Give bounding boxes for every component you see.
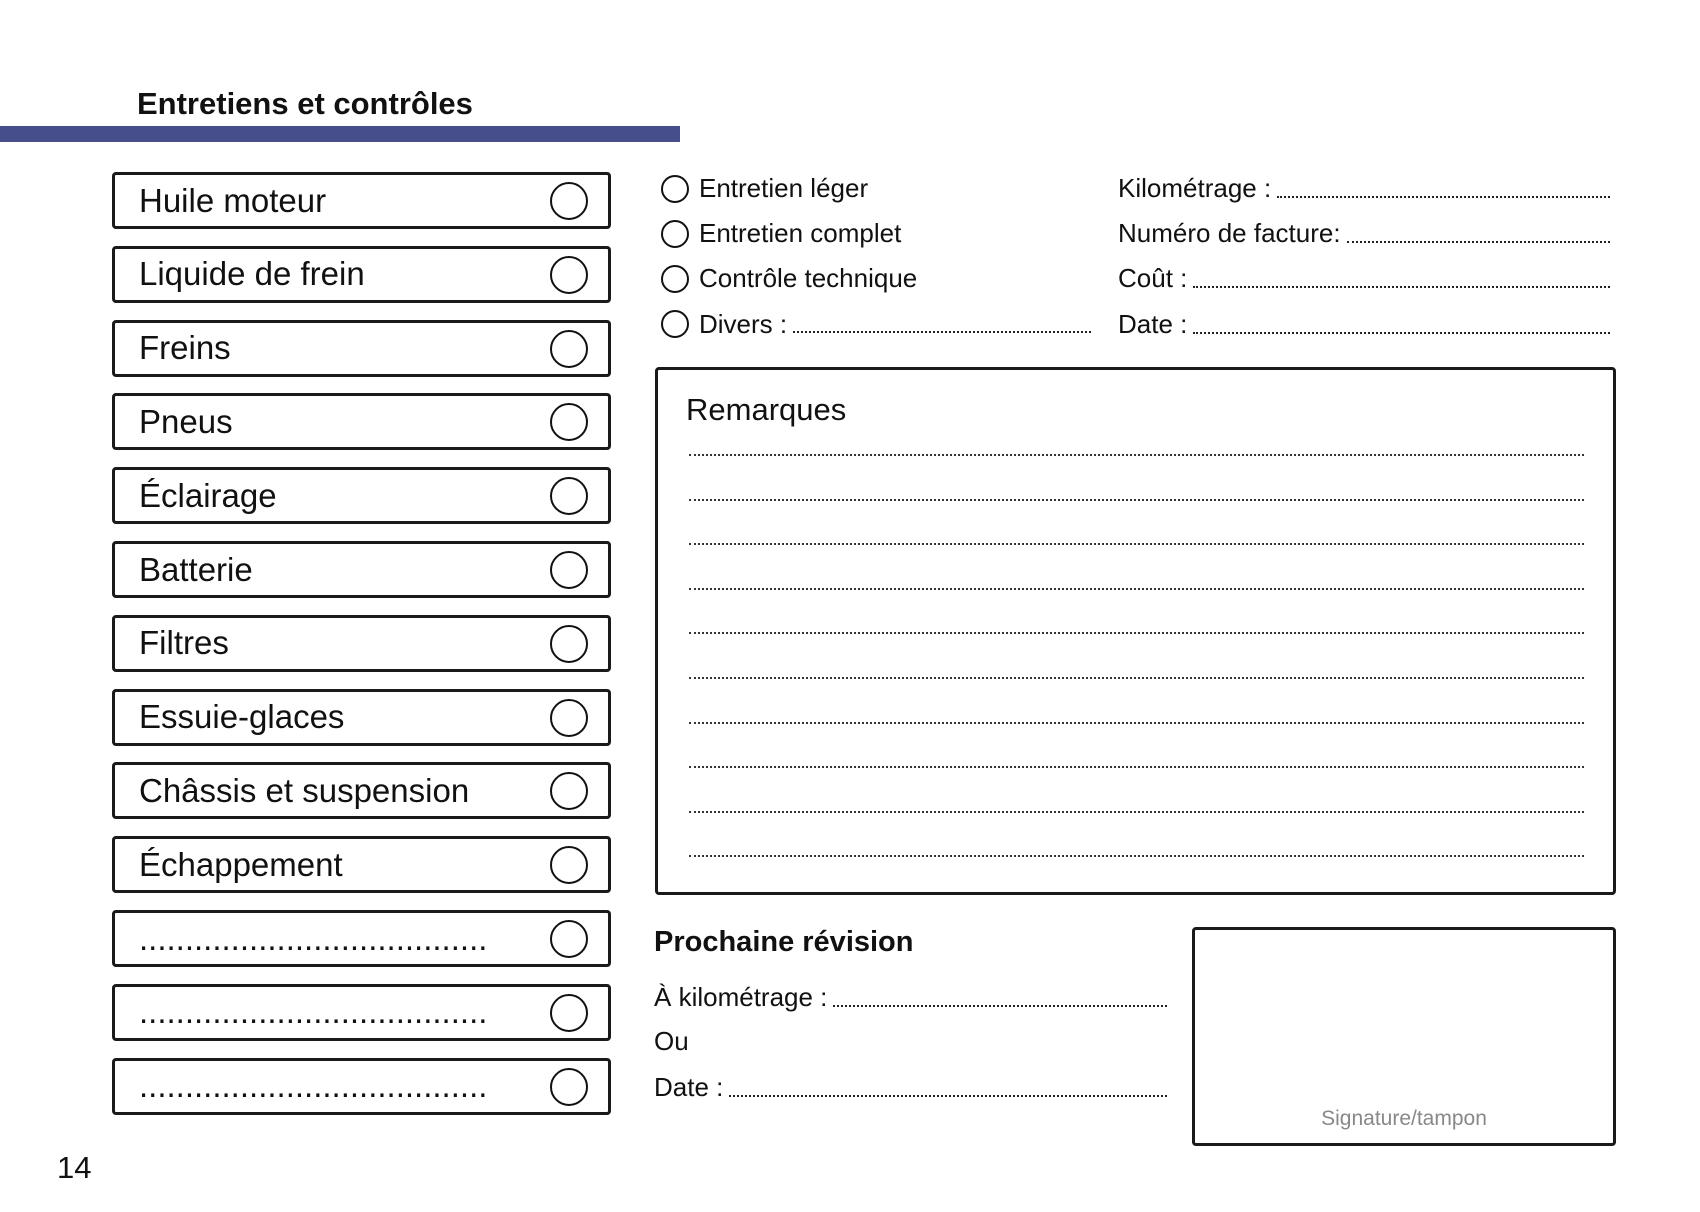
- checkbox-circle[interactable]: [550, 551, 588, 589]
- remarks-box[interactable]: Remarques: [655, 367, 1616, 895]
- remarks-line[interactable]: [689, 810, 1584, 813]
- checkbox-circle[interactable]: [550, 624, 588, 663]
- field-line[interactable]: [1277, 196, 1610, 198]
- service-field[interactable]: Coût :: [1118, 263, 1610, 295]
- checklist-item-label: Liquide de frein: [139, 255, 365, 293]
- next-km-line[interactable]: [833, 1005, 1167, 1007]
- field-label: Numéro de facture:: [1118, 218, 1341, 249]
- next-date-label: Date :: [654, 1072, 724, 1102]
- remarks-line[interactable]: [689, 855, 1584, 858]
- checklist-item-label: ......................................: [139, 919, 488, 957]
- checkbox-circle[interactable]: [550, 477, 588, 516]
- next-revision-title: Prochaine révision: [654, 926, 914, 958]
- page-number: 14: [57, 1150, 92, 1185]
- option-label: Entretien léger: [699, 173, 869, 203]
- remarks-line[interactable]: [689, 632, 1584, 635]
- next-or-label: Ou: [654, 1026, 689, 1056]
- checkbox-circle[interactable]: [550, 1067, 588, 1106]
- checklist-item-label: Freins: [139, 329, 231, 367]
- remarks-line[interactable]: [689, 766, 1584, 769]
- option-label: Contrôle technique: [699, 263, 918, 294]
- radio-circle[interactable]: [661, 174, 689, 203]
- signature-box[interactable]: Signature/tampon: [1192, 927, 1616, 1146]
- field-line[interactable]: [1193, 331, 1610, 334]
- field-line[interactable]: [1193, 286, 1610, 289]
- option-label: Divers :: [699, 308, 788, 339]
- checkbox-circle[interactable]: [550, 182, 588, 220]
- next-km-field[interactable]: À kilométrage :: [654, 982, 1167, 1014]
- remarks-line[interactable]: [689, 677, 1584, 679]
- checklist-item-label: ......................................: [139, 1067, 488, 1105]
- next-date-line[interactable]: [729, 1095, 1167, 1097]
- checkbox-circle[interactable]: [550, 698, 588, 737]
- checklist-item[interactable]: ......................................: [112, 1057, 611, 1115]
- divers-line[interactable]: [793, 330, 1091, 333]
- checklist-item[interactable]: Pneus: [112, 393, 611, 451]
- service-field[interactable]: Numéro de facture:: [1118, 218, 1610, 250]
- checklist-item[interactable]: Filtres: [112, 614, 611, 672]
- remarks-line[interactable]: [689, 498, 1584, 501]
- radio-circle[interactable]: [661, 264, 689, 293]
- checkbox-circle[interactable]: [550, 255, 588, 294]
- remarks-title: Remarques: [686, 392, 847, 427]
- checkbox-circle[interactable]: [550, 920, 588, 958]
- checklist-item[interactable]: ......................................: [112, 983, 611, 1041]
- field-label: Kilométrage :: [1118, 173, 1272, 203]
- radio-circle[interactable]: [661, 219, 689, 248]
- checklist-item-label: Échappement: [139, 845, 343, 883]
- checklist-item-label: Pneus: [139, 402, 233, 440]
- checklist-item[interactable]: Châssis et suspension: [112, 762, 611, 820]
- checkbox-circle[interactable]: [550, 403, 588, 442]
- checklist-item-label: Essuie-glaces: [139, 698, 345, 736]
- remarks-line[interactable]: [689, 543, 1584, 546]
- field-line[interactable]: [1346, 241, 1610, 244]
- checklist-item-label: Filtres: [139, 624, 229, 662]
- checklist-item-label: ......................................: [139, 993, 488, 1031]
- checklist-item[interactable]: Freins: [112, 319, 611, 377]
- service-type-option[interactable]: Entretien léger: [661, 173, 868, 204]
- checklist-item[interactable]: ......................................: [112, 910, 611, 967]
- checklist-item-label: Châssis et suspension: [139, 771, 470, 809]
- service-field[interactable]: Kilométrage :: [1118, 173, 1610, 205]
- service-type-option[interactable]: Entretien complet: [661, 218, 901, 249]
- checklist-item-label: Éclairage: [139, 476, 277, 514]
- service-type-option[interactable]: Divers :: [661, 309, 1091, 340]
- next-km-label: À kilométrage :: [654, 982, 828, 1012]
- checkbox-circle[interactable]: [550, 993, 588, 1032]
- checklist-item-label: Batterie: [139, 550, 253, 588]
- checklist-item[interactable]: Liquide de frein: [112, 245, 611, 303]
- signature-label: Signature/tampon: [1321, 1107, 1487, 1130]
- checklist-item[interactable]: Éclairage: [112, 467, 611, 525]
- checkbox-circle[interactable]: [550, 772, 588, 811]
- title-accent-bar: [0, 126, 680, 142]
- checklist-item-label: Huile moteur: [139, 181, 327, 219]
- service-type-option[interactable]: Contrôle technique: [661, 263, 917, 294]
- service-field[interactable]: Date :: [1118, 309, 1610, 341]
- checklist-item[interactable]: Huile moteur: [112, 172, 611, 229]
- checkbox-circle[interactable]: [550, 329, 588, 368]
- remarks-line[interactable]: [689, 587, 1584, 590]
- checkbox-circle[interactable]: [550, 846, 588, 885]
- remarks-line[interactable]: [689, 454, 1584, 456]
- field-label: Date :: [1118, 308, 1188, 339]
- checklist-item[interactable]: Échappement: [112, 836, 611, 894]
- checklist-item[interactable]: Essuie-glaces: [112, 688, 611, 746]
- option-label: Entretien complet: [699, 218, 902, 249]
- next-date-field[interactable]: Date :: [654, 1072, 1167, 1104]
- checklist-item[interactable]: Batterie: [112, 541, 611, 598]
- remarks-line[interactable]: [689, 721, 1584, 724]
- radio-circle[interactable]: [661, 310, 689, 339]
- page-title: Entretiens et contrôles: [137, 86, 473, 121]
- field-label: Coût :: [1118, 263, 1188, 294]
